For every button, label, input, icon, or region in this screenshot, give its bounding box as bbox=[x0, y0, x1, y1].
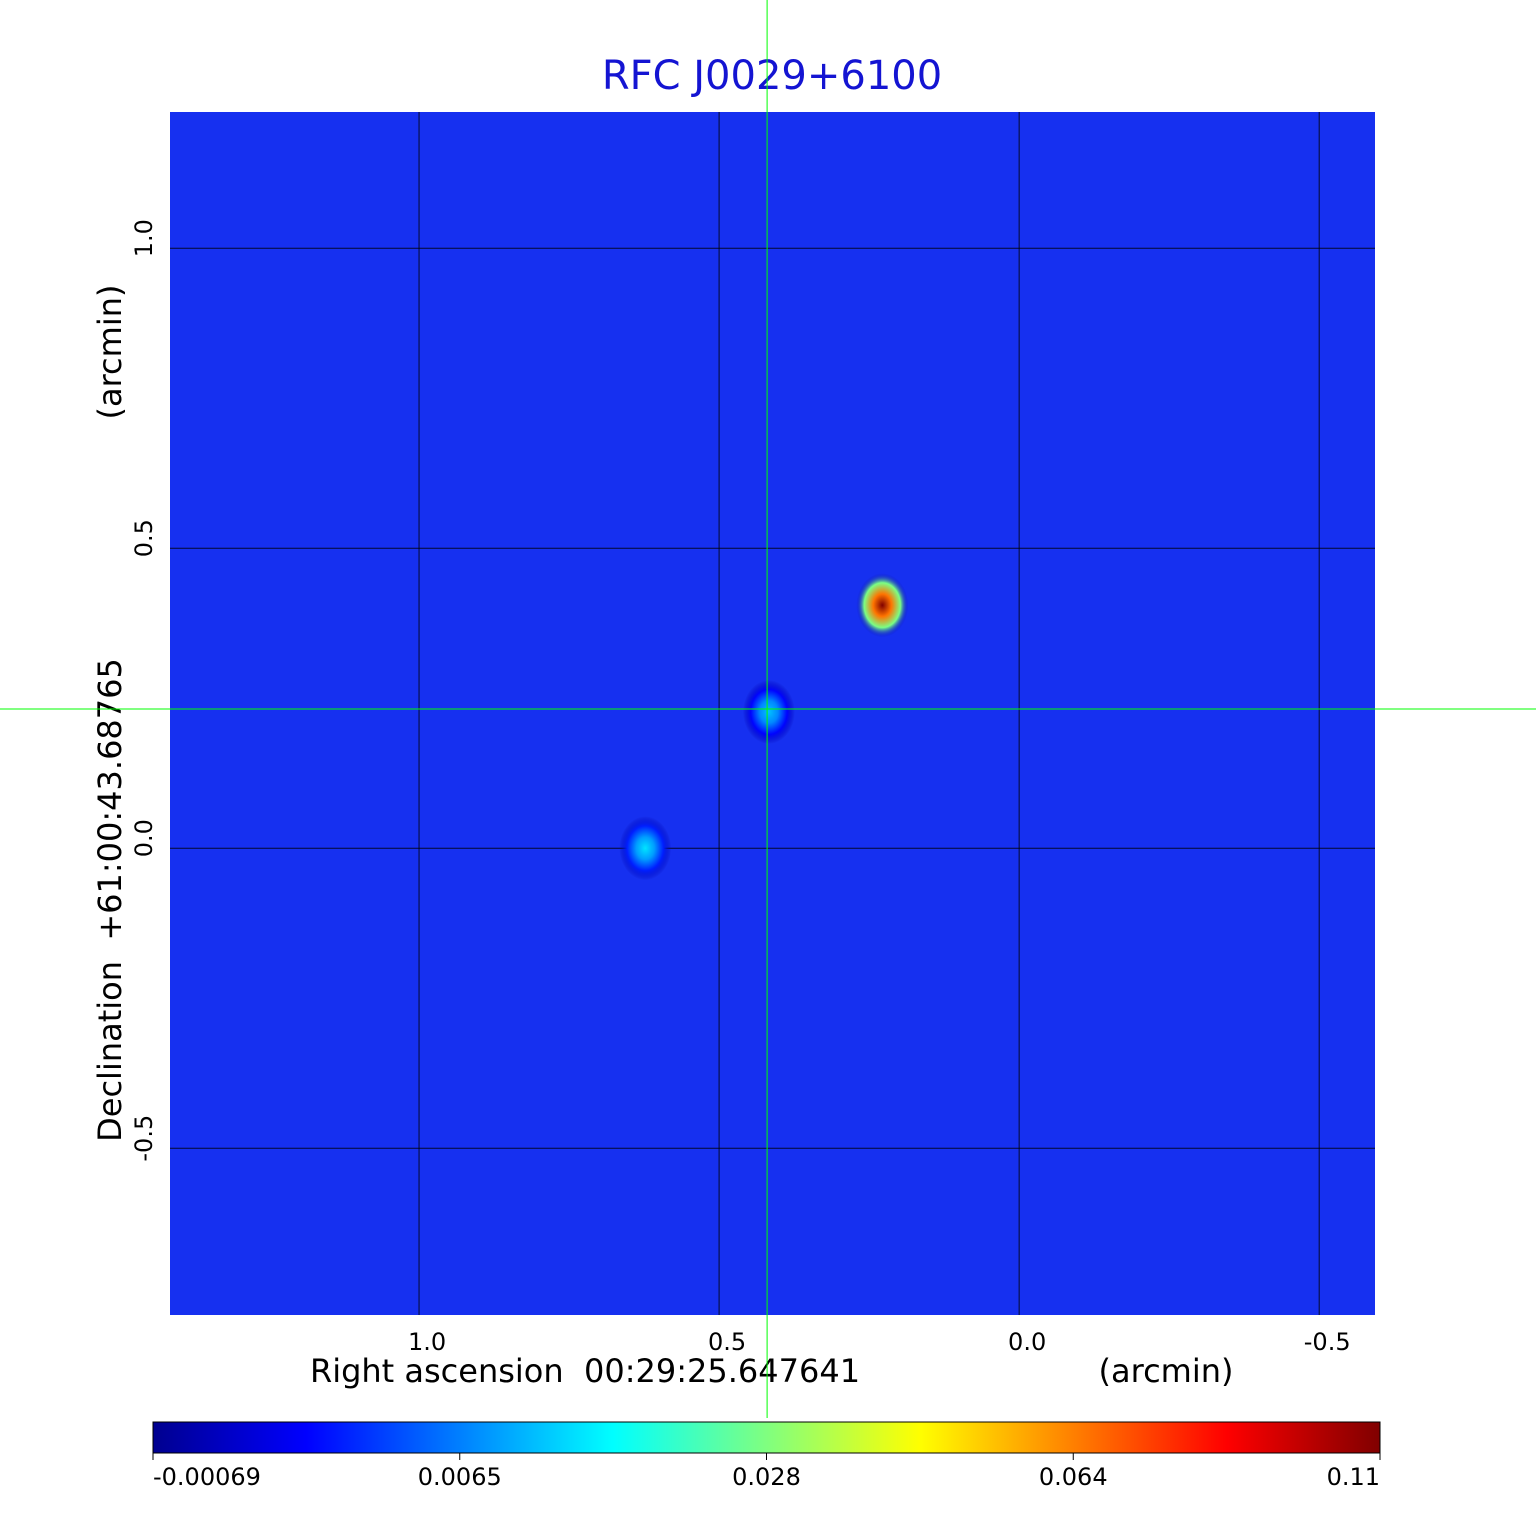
x-tick-label: 1.0 bbox=[408, 1328, 446, 1356]
x-tick-label: -0.5 bbox=[1304, 1328, 1351, 1356]
colorbar-tick-label: 0.064 bbox=[1039, 1463, 1108, 1491]
source bbox=[856, 573, 909, 638]
x-axis-unit: (arcmin) bbox=[1099, 1352, 1234, 1390]
y-tick-label: -0.5 bbox=[130, 1115, 158, 1162]
colorbar-tick-label: -0.00069 bbox=[153, 1463, 261, 1491]
source bbox=[619, 816, 672, 881]
chart-title: RFC J0029+6100 bbox=[602, 53, 942, 99]
source bbox=[742, 680, 795, 744]
y-tick-label: 0.0 bbox=[130, 819, 158, 857]
y-tick-label: 1.0 bbox=[130, 219, 158, 257]
y-axis-unit: (arcmin) bbox=[91, 285, 129, 420]
colorbar bbox=[152, 1421, 1381, 1454]
colorbar-tick-label: 0.028 bbox=[732, 1463, 801, 1491]
y-axis-label: Declination +61:00:43.68765 bbox=[91, 658, 129, 1142]
colorbar-tick-label: 0.11 bbox=[1327, 1463, 1380, 1491]
x-tick-label: 0.5 bbox=[708, 1328, 746, 1356]
colorbar-tick-label: 0.0065 bbox=[418, 1463, 502, 1491]
x-axis-label: Right ascension 00:29:25.647641 bbox=[310, 1352, 860, 1390]
y-tick-label: 0.5 bbox=[130, 519, 158, 557]
x-tick-label: 0.0 bbox=[1008, 1328, 1046, 1356]
